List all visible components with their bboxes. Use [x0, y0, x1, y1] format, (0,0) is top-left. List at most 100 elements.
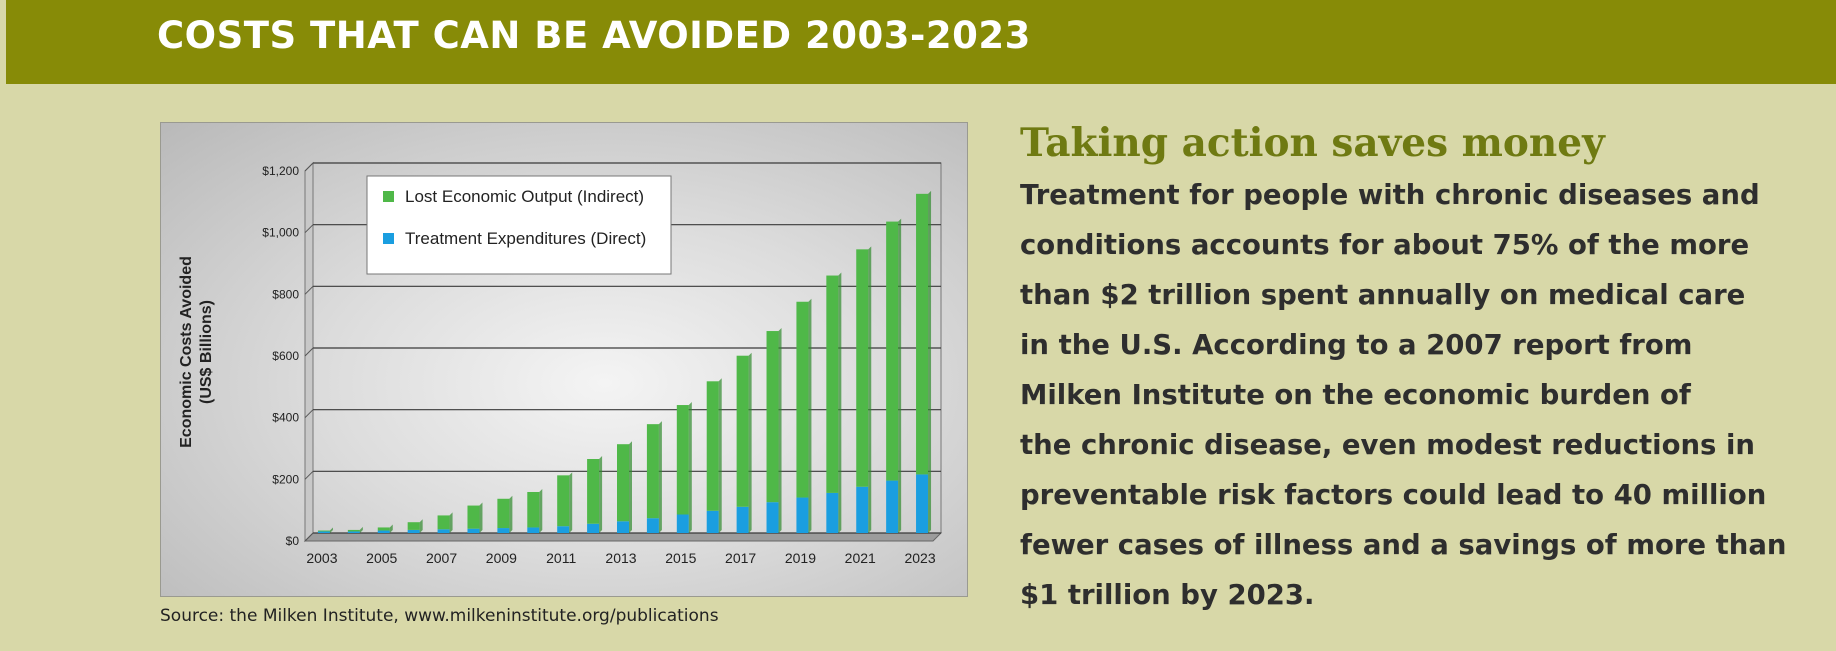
bar-direct	[856, 486, 869, 533]
body-line: Treatment for people with chronic diseas…	[1020, 179, 1760, 211]
bar-indirect	[796, 301, 809, 498]
bar-direct	[497, 528, 510, 533]
bar-side	[479, 502, 483, 533]
bar-side	[569, 472, 573, 533]
bar-direct	[317, 531, 330, 533]
bar-side	[868, 246, 872, 533]
body-line: Milken Institute on the economic burden …	[1020, 379, 1691, 411]
body-line: fewer cases of illness and a savings of …	[1020, 529, 1787, 561]
bar-side	[748, 352, 752, 533]
bar-indirect	[646, 424, 659, 519]
y-axis-label: (US$ Billions)	[198, 300, 215, 404]
y-tick-label: $0	[286, 534, 300, 548]
bar-direct	[347, 531, 360, 533]
legend-label: Lost Economic Output (Indirect)	[405, 187, 644, 206]
bar-direct	[706, 510, 719, 533]
bar-direct	[437, 529, 450, 533]
legend-swatch	[383, 191, 394, 202]
gridline-depth	[304, 347, 314, 357]
bar-direct	[736, 506, 749, 533]
bar-direct	[377, 530, 390, 533]
gridline-depth	[304, 409, 314, 419]
side-body-text: Treatment for people with chronic diseas…	[1020, 170, 1820, 620]
bar-direct	[557, 526, 570, 533]
bar-indirect	[736, 355, 749, 507]
bar-direct	[826, 492, 839, 533]
x-tick-label: 2003	[306, 550, 337, 566]
bar-direct	[527, 527, 540, 533]
banner-title: COSTS THAT CAN BE AVOIDED 2003-2023	[157, 14, 1031, 57]
bar-indirect	[886, 221, 899, 481]
gridline-depth	[304, 532, 314, 542]
header-banner: COSTS THAT CAN BE AVOIDED 2003-2023	[6, 0, 1836, 84]
bar-indirect	[617, 444, 629, 522]
bar-side	[449, 512, 453, 533]
bar-indirect	[856, 249, 869, 487]
x-tick-label: 2011	[546, 550, 576, 566]
x-tick-label: 2015	[665, 550, 696, 566]
bar-indirect	[347, 529, 360, 532]
bar-side	[688, 402, 692, 533]
bar-direct	[646, 518, 659, 533]
x-tick-label: 2009	[486, 550, 517, 566]
bar-side	[359, 526, 363, 533]
x-tick-label: 2005	[366, 550, 397, 566]
chart-floor	[303, 532, 943, 542]
y-tick-label: $400	[272, 411, 299, 425]
legend-box	[366, 175, 672, 275]
source-caption: Source: the Milken Institute, www.milken…	[160, 606, 719, 626]
body-line: than $2 trillion spent annually on medic…	[1020, 279, 1746, 311]
bar-indirect	[437, 515, 450, 530]
bar-side	[329, 527, 333, 533]
bar-direct	[796, 497, 809, 533]
x-tick-label: 2013	[605, 550, 636, 566]
body-line: the chronic disease, even modest reducti…	[1020, 429, 1756, 461]
bar-direct	[587, 523, 600, 533]
bar-indirect	[706, 381, 719, 511]
bar-indirect	[557, 475, 570, 527]
stacked-bar-chart: $0 $200 $400 $600 $800 $1,000 $1,200 Economic C…	[178, 161, 943, 566]
bar-indirect	[407, 522, 420, 530]
y-tick-label: $1,200	[262, 164, 299, 178]
bar-direct	[766, 502, 779, 533]
bar-side	[389, 524, 393, 533]
y-tick-label: $1,000	[262, 226, 299, 240]
bar-indirect	[676, 405, 689, 515]
x-tick-label: 2019	[785, 550, 816, 566]
bar-indirect	[766, 331, 779, 503]
bar-side	[629, 441, 632, 533]
bar-indirect	[916, 193, 929, 475]
body-line: $1 trillion by 2023.	[1020, 579, 1315, 611]
bar-direct	[916, 474, 929, 533]
y-tick-label: $200	[272, 472, 299, 486]
y-axis-label: Economic Costs Avoided	[178, 256, 195, 448]
x-tick-label: 2017	[725, 550, 756, 566]
side-heading: Taking action saves money	[1020, 120, 1605, 166]
chart-panel: $0 $200 $400 $600 $800 $1,000 $1,200 Economic C…	[160, 122, 968, 597]
gridline-depth	[304, 162, 314, 172]
bar-side	[898, 218, 902, 533]
body-line: preventable risk factors could lead to 4…	[1020, 479, 1767, 511]
y-tick-label: $600	[272, 349, 299, 363]
bar-side	[778, 328, 782, 533]
bar-side	[539, 488, 543, 533]
bar-side	[928, 190, 932, 533]
bar-side	[509, 495, 513, 533]
bar-side	[419, 519, 423, 533]
bar-direct	[467, 528, 480, 533]
legend-label: Treatment Expenditures (Direct)	[405, 229, 646, 248]
bar-side	[808, 298, 812, 533]
bar-side	[658, 421, 662, 533]
bar-direct	[407, 529, 420, 533]
x-tick-label: 2023	[904, 550, 935, 566]
bar-side	[718, 378, 722, 533]
body-line: conditions accounts for about 75% of the…	[1020, 229, 1750, 261]
bar-indirect	[317, 530, 330, 532]
y-tick-label: $800	[272, 287, 299, 301]
bar-direct	[676, 514, 689, 533]
bar-indirect	[527, 491, 540, 528]
bar-direct	[617, 521, 629, 533]
x-tick-label: 2007	[426, 550, 457, 566]
legend-swatch	[383, 233, 394, 244]
bar-indirect	[467, 505, 480, 529]
